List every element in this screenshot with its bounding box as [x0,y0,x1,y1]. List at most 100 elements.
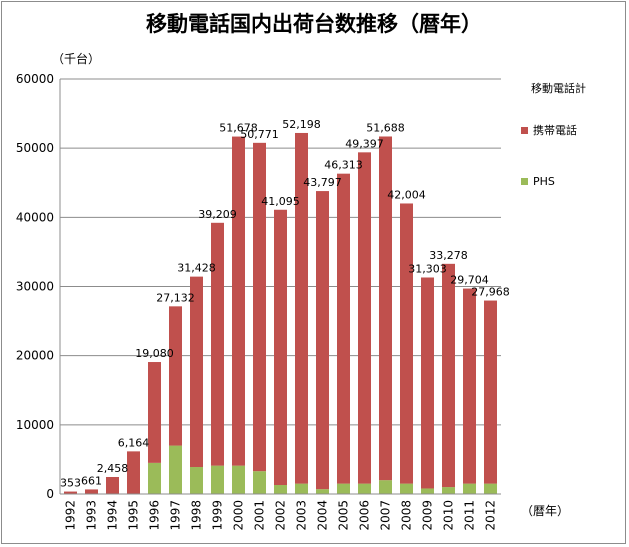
x-tick-label-2007: 2007 [379,500,393,531]
chart-title: 移動電話国内出荷台数推移（暦年） [146,12,482,36]
x-tick-label-1992: 1992 [64,500,78,531]
bar-phs-1996 [148,462,161,494]
data-label-1994: 2,458 [97,462,129,475]
bar-phs-2003 [295,483,308,494]
bar-phs-2000 [232,465,245,494]
bar-phs-2012 [484,483,497,494]
data-label-2011: 29,704 [450,274,489,287]
bar-mobile-2007 [379,136,392,481]
data-label-2009: 31,303 [408,262,447,275]
bar-mobile-1994 [106,476,119,494]
data-label-1997: 27,132 [156,291,195,304]
bar-mobile-2012 [484,300,497,484]
bar-mobile-1995 [127,451,140,494]
y-tick-label: 30000 [16,280,54,294]
bar-mobile-2000 [232,136,245,466]
y-tick-label: 0 [46,487,54,501]
x-tick-label-1997: 1997 [169,500,183,531]
y-tick-label: 60000 [16,72,54,86]
bar-phs-2001 [253,471,266,494]
bar-phs-2005 [337,483,350,494]
bar-phs-1999 [211,465,224,494]
bar-mobile-1998 [190,276,203,468]
y-axis-unit: （千台） [52,51,100,66]
data-label-1995: 6,164 [118,436,150,449]
bar-phs-2007 [379,480,392,494]
x-tick-label-2010: 2010 [442,500,456,531]
bar-phs-2010 [442,487,455,494]
bar-mobile-1993 [85,489,98,494]
data-label-2006: 49,397 [345,137,384,150]
x-tick-label-2008: 2008 [400,500,414,531]
x-tick-label-2000: 2000 [232,500,246,531]
bar-layer [64,132,497,494]
x-tick-label-1994: 1994 [106,500,120,531]
bar-mobile-2011 [463,288,476,484]
x-tick-label-1995: 1995 [127,500,141,531]
data-label-2010: 33,278 [429,249,468,262]
bar-phs-2004 [316,489,329,494]
bar-mobile-1996 [148,362,161,463]
bar-mobile-2001 [253,142,266,472]
data-label-1999: 39,209 [198,208,237,221]
bar-mobile-2008 [400,203,413,484]
data-label-1993: 661 [81,474,102,487]
bar-mobile-1992 [64,491,77,494]
bar-phs-2008 [400,483,413,494]
legend-title: 移動電話計 [531,81,586,95]
bar-phs-1997 [169,445,182,494]
bar-phs-1998 [190,467,203,494]
y-tick-label: 10000 [16,418,54,432]
y-tick-label: 50000 [16,141,54,155]
data-label-2003: 52,198 [282,118,321,131]
bar-mobile-2003 [295,132,308,484]
x-axis-unit: （暦年） [521,504,569,518]
bar-phs-2009 [421,488,434,494]
bar-mobile-2002 [274,209,287,486]
x-tick-label-2011: 2011 [463,500,477,531]
bar-mobile-2004 [316,191,329,490]
x-tick-label-2001: 2001 [253,500,267,531]
legend-label-mobile: 携帯電話 [533,123,577,137]
data-label-1998: 31,428 [177,262,216,275]
x-tick-label-2003: 2003 [295,500,309,531]
bar-phs-2002 [274,485,287,494]
y-tick-label: 40000 [16,210,54,224]
bar-mobile-2005 [337,173,350,484]
bar-phs-2011 [463,483,476,494]
y-tick-label: 20000 [16,349,54,363]
x-tick-label-1998: 1998 [190,500,204,531]
legend: 移動電話計 携帯電話 PHS [521,81,586,188]
data-label-2002: 41,095 [261,195,300,208]
bar-mobile-1997 [169,306,182,446]
bar-mobile-2009 [421,277,434,489]
x-tick-label-2006: 2006 [358,500,372,531]
data-label-2005: 46,313 [324,159,363,172]
data-label-2012: 27,968 [471,286,510,299]
x-tick-label-1999: 1999 [211,500,225,531]
data-label-1992: 353 [60,477,81,490]
legend-swatch-phs [521,178,528,185]
x-tick-label-2002: 2002 [274,500,288,531]
legend-label-phs: PHS [533,175,555,188]
x-tick-label-2004: 2004 [316,500,330,531]
bar-mobile-2010 [442,263,455,488]
x-tick-label-1996: 1996 [148,500,162,531]
x-tick-label-2009: 2009 [421,500,435,531]
x-tick-label-1993: 1993 [85,500,99,531]
x-tick-label-2005: 2005 [337,500,351,531]
data-label-2007: 51,688 [366,121,405,134]
data-label-2008: 42,004 [387,188,426,201]
bar-mobile-2006 [358,152,371,484]
x-tick-label-2012: 2012 [484,500,498,531]
data-label-2000: 51,678 [219,122,258,135]
legend-swatch-mobile [521,127,528,134]
data-label-1996: 19,080 [135,347,174,360]
bar-phs-2006 [358,483,371,494]
data-label-2001: 50,771 [240,128,279,141]
data-label-2004: 43,797 [303,176,342,189]
bar-mobile-1999 [211,222,224,466]
